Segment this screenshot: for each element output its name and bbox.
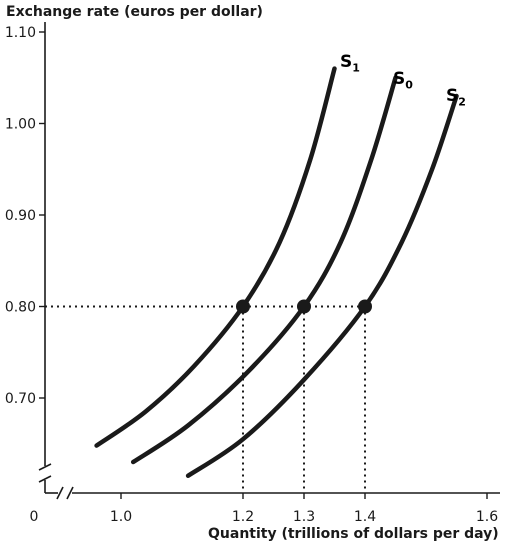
equilibrium-point: [297, 299, 311, 314]
x-tick-label: 1.6: [476, 509, 498, 525]
y-axis-break-mark: [38, 463, 52, 471]
curve-label-s0: S0: [393, 69, 413, 92]
x-tick-label: 1.4: [354, 509, 376, 525]
supply-curve-s2: [185, 93, 459, 479]
x-axis-break-mark: [56, 486, 64, 500]
x-tick-label: 1.2: [232, 509, 254, 525]
curve-label-s2: S2: [446, 86, 466, 109]
x-axis-break-mark: [66, 486, 74, 500]
y-tick-label: 0.90: [5, 208, 36, 224]
y-axis-title: Exchange rate (euros per dollar): [6, 4, 263, 20]
y-tick-label: 1.10: [5, 25, 36, 41]
y-tick-label: 0.70: [5, 391, 36, 407]
supply-curve-s1: [94, 66, 337, 448]
y-tick-label: 0.80: [5, 300, 36, 316]
equilibrium-point: [358, 299, 372, 314]
x-tick-label: 1.3: [293, 509, 315, 525]
x-axis-title: Quantity (trillions of dollars per day): [208, 526, 499, 542]
x-tick-label: 1.0: [110, 509, 132, 525]
equilibrium-point: [236, 299, 250, 314]
origin-label: 0: [30, 509, 39, 525]
curve-label-s1: S1: [340, 52, 360, 75]
y-tick-label: 1.00: [5, 117, 36, 133]
y-axis-break-mark: [38, 475, 52, 483]
